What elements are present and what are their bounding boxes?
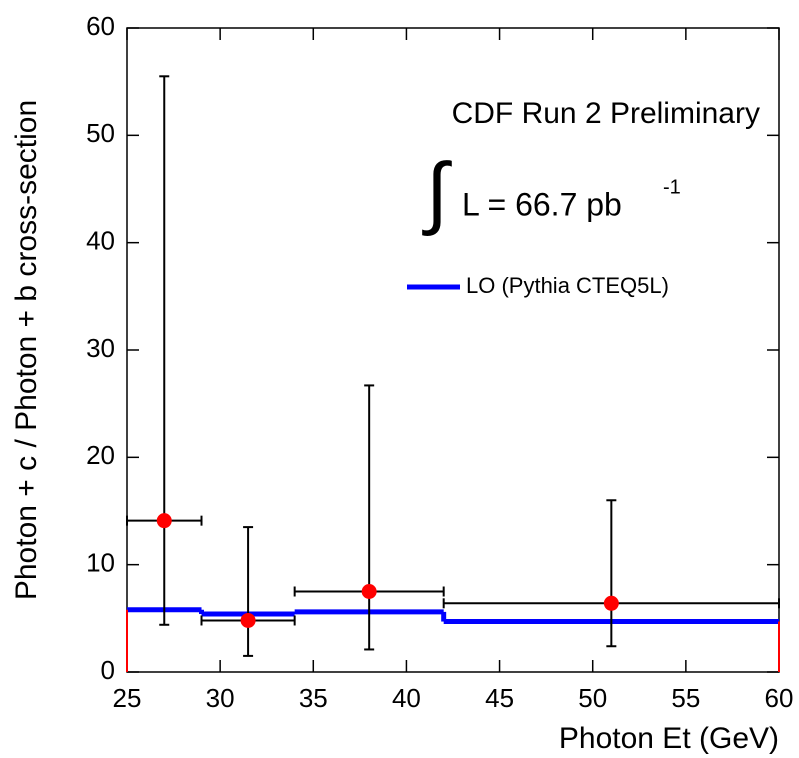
data-point (603, 595, 619, 611)
x-tick-label: 50 (578, 683, 607, 713)
y-tick-label: 20 (86, 440, 115, 470)
data-point (156, 513, 172, 529)
x-tick-label: 25 (113, 683, 142, 713)
x-tick-label: 30 (206, 683, 235, 713)
legend-label: LO (Pythia CTEQ5L) (466, 273, 669, 298)
x-tick-label: 60 (765, 683, 794, 713)
y-tick-label: 50 (86, 118, 115, 148)
x-tick-label: 55 (671, 683, 700, 713)
y-tick-label: 60 (86, 11, 115, 41)
y-axis-label: Photon + c / Photon + b cross-section (10, 100, 43, 600)
integral-sign: ∫ (421, 147, 452, 236)
x-tick-label: 40 (392, 683, 421, 713)
x-tick-label: 35 (299, 683, 328, 713)
annotation: -1 (663, 176, 681, 198)
x-tick-label: 45 (485, 683, 514, 713)
annotation: L = 66.7 pb (462, 186, 622, 222)
y-tick-label: 10 (86, 548, 115, 578)
annotation: CDF Run 2 Preliminary (452, 97, 760, 130)
data-point (361, 584, 377, 599)
y-tick-label: 30 (86, 333, 115, 363)
data-point (240, 612, 256, 628)
y-tick-label: 0 (101, 655, 115, 685)
x-axis-label: Photon Et (GeV) (559, 722, 779, 755)
y-tick-label: 40 (86, 226, 115, 256)
